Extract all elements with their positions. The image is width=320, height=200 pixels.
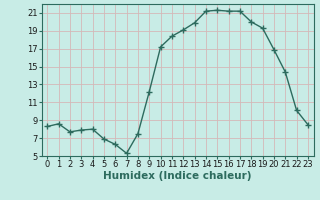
- X-axis label: Humidex (Indice chaleur): Humidex (Indice chaleur): [103, 171, 252, 181]
